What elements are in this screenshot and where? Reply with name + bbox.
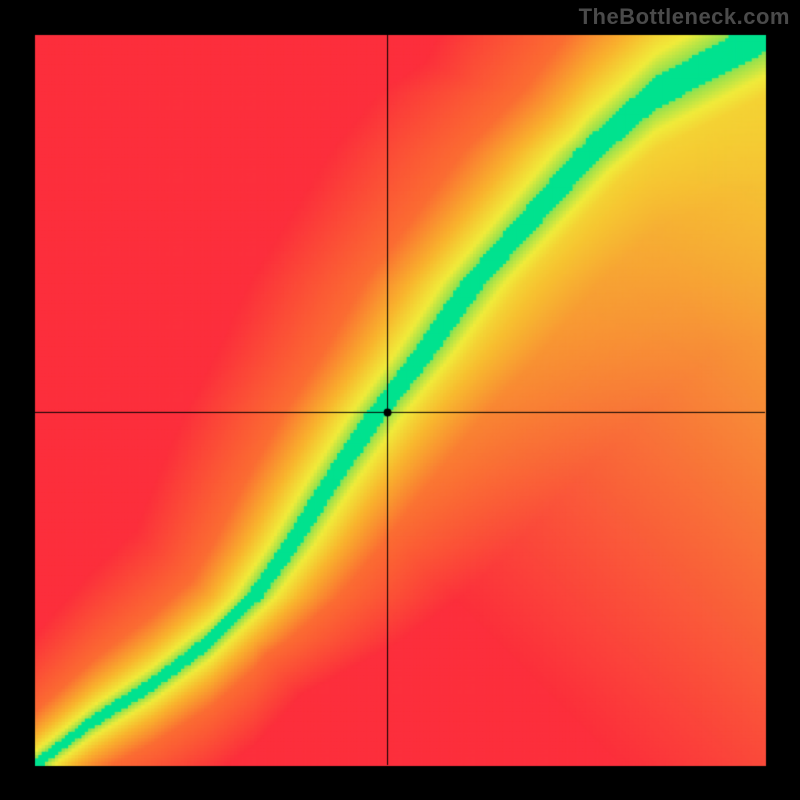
chart-container: TheBottleneck.com	[0, 0, 800, 800]
watermark-text: TheBottleneck.com	[579, 4, 790, 30]
heatmap-canvas	[0, 0, 800, 800]
